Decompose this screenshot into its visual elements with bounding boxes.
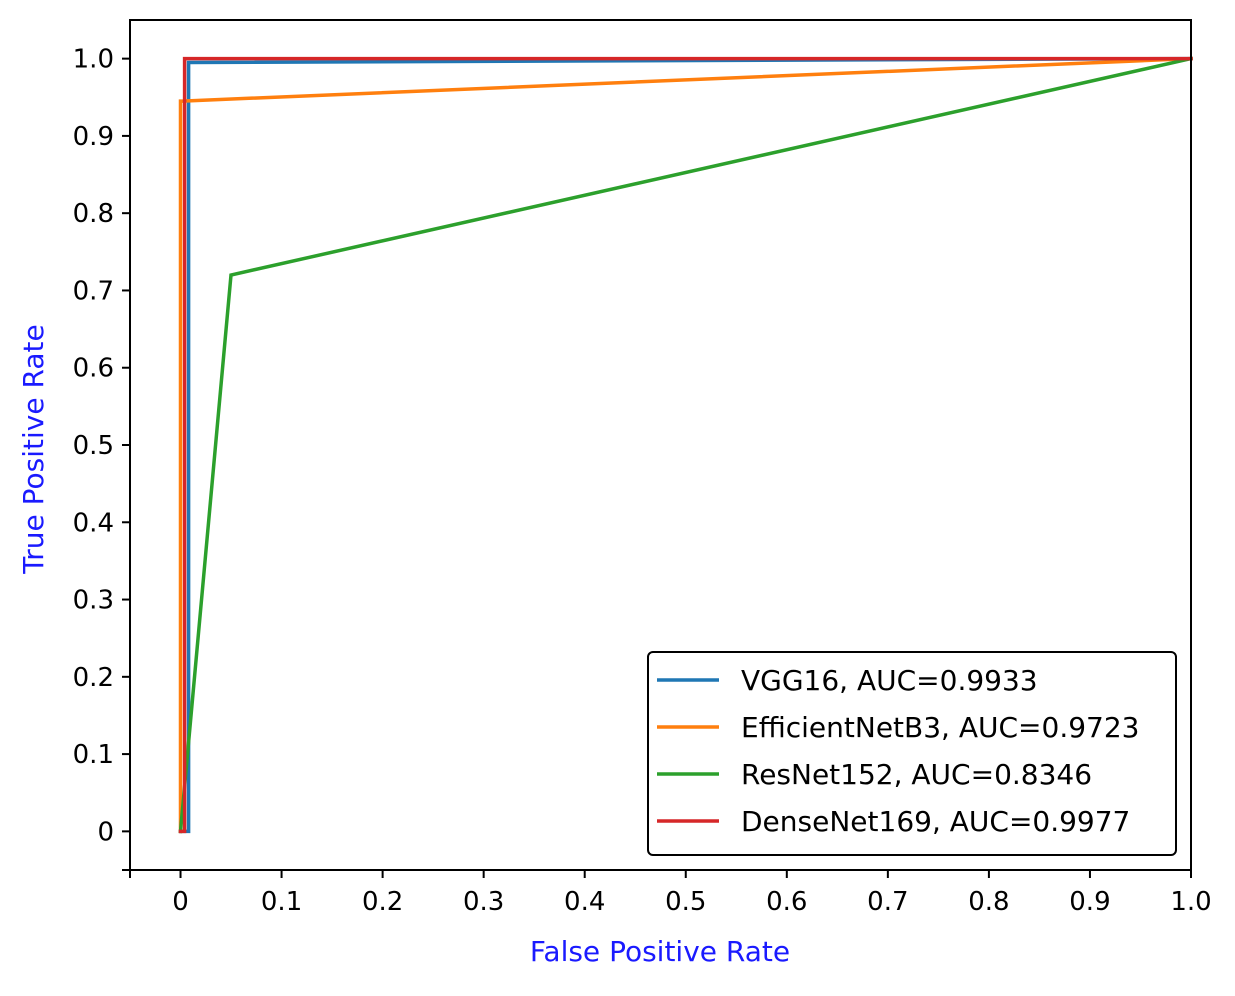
y-tick-label: 0.1: [73, 740, 114, 770]
series-line-efficientnetb3: [178, 56, 1193, 834]
legend-label-vgg16: VGG16, AUC=0.9933: [741, 664, 1038, 697]
x-tick-label: 0.3: [463, 887, 504, 917]
x-tick-label: 0.2: [362, 887, 403, 917]
legend-label-densenet169: DenseNet169, AUC=0.9977: [741, 805, 1130, 838]
x-tick-label: 0.1: [261, 887, 302, 917]
x-tick-label: 0.9: [1069, 887, 1110, 917]
y-tick-label: 0.7: [73, 276, 114, 306]
series-line-densenet169: [178, 56, 1193, 834]
legend-box: [647, 651, 1177, 856]
legend-items: VGG16, AUC=0.9933 EfficientNetB3, AUC=0.9…: [657, 664, 1140, 838]
y-tick-label: 0.8: [73, 199, 114, 229]
y-tick-label: 0.2: [73, 663, 114, 693]
y-tick-label: 0.6: [73, 354, 114, 384]
y-tick-label: 1.0: [73, 45, 114, 75]
series-layer: [178, 56, 1194, 834]
x-tick-label: 0.5: [665, 887, 706, 917]
y-tick-label: 0: [97, 817, 114, 847]
x-tick-label: 0.8: [968, 887, 1009, 917]
legend: VGG16, AUC=0.9933 EfficientNetB3, AUC=0.9…: [647, 651, 1177, 856]
y-tick-label: 0.3: [73, 586, 114, 616]
x-axis-label: False Positive Rate: [530, 935, 790, 968]
y-axis-ticks: 0 0.1 0.2 0.3 0.4 0.5 0.6 0.7 0.8 0.9 1.0: [73, 45, 130, 871]
x-tick-label: 0.4: [564, 887, 605, 917]
legend-label-efficientnetb3: EfficientNetB3, AUC=0.9723: [741, 711, 1140, 744]
y-tick-label: 0.4: [73, 508, 114, 538]
x-tick-label: 0.6: [766, 887, 807, 917]
x-tick-label: 1.0: [1170, 887, 1211, 917]
y-axis-label: True Positive Rate: [17, 324, 50, 574]
y-tick-label: 0.5: [73, 431, 114, 461]
series-line-resnet152: [178, 56, 1194, 834]
legend-label-resnet152: ResNet152, AUC=0.8346: [741, 758, 1092, 791]
x-axis-ticks: 0 0.1 0.2 0.3 0.4 0.5 0.6 0.7 0.8 0.9 1.0: [129, 870, 1212, 917]
x-tick-label: 0: [172, 887, 189, 917]
y-tick-label: 0.9: [73, 122, 114, 152]
x-tick-label: 0.7: [867, 887, 908, 917]
